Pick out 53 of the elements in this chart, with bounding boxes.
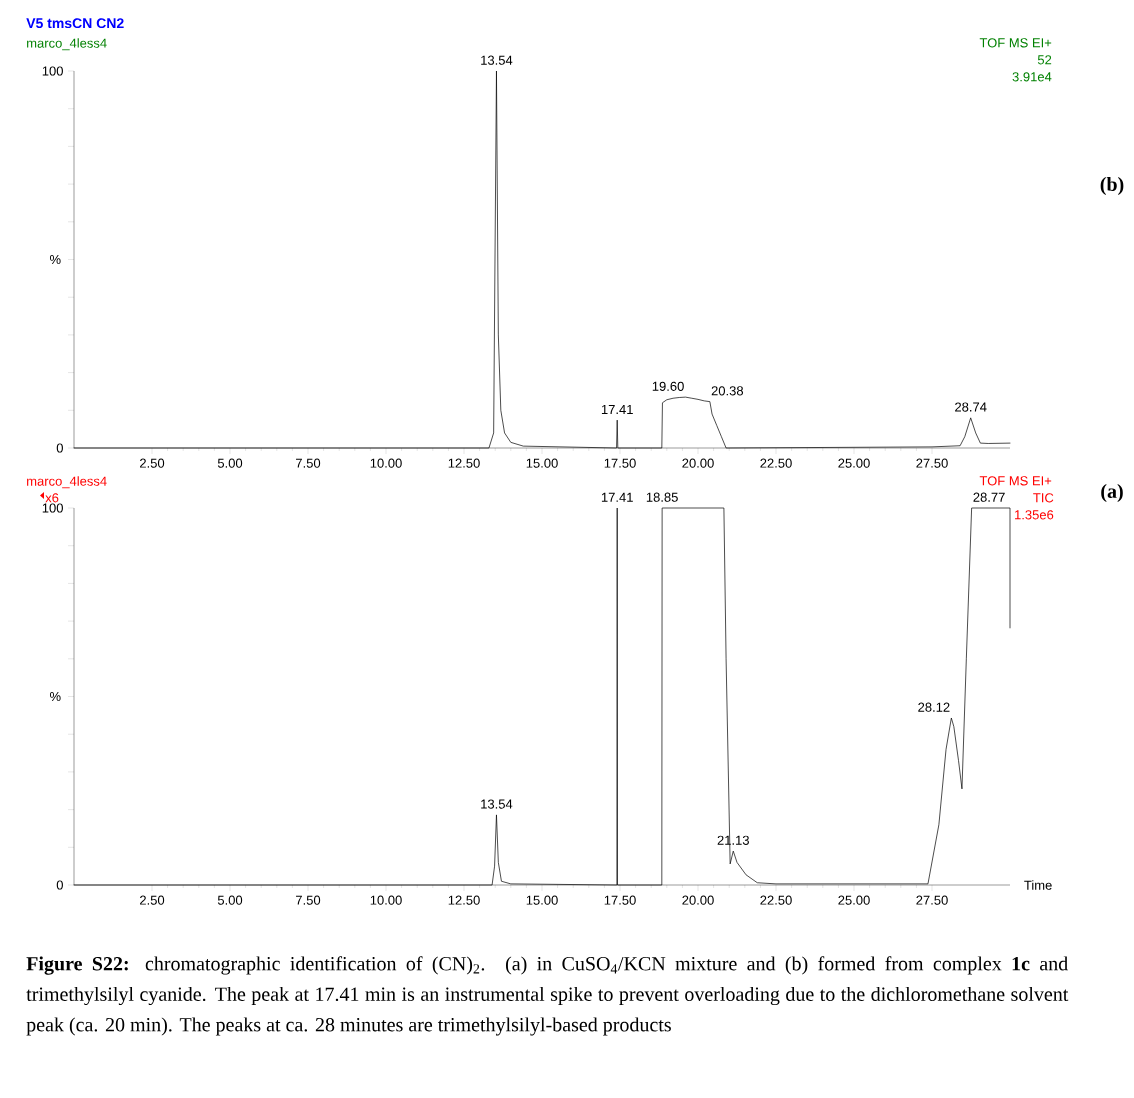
annotation: 18.85 (646, 492, 678, 502)
annotation: 13.54 (481, 799, 513, 809)
chart-subtitle: marco_4less4 (27, 476, 107, 489)
text: (b) (1100, 176, 1124, 196)
x-tick-label: 25.00 (838, 895, 870, 905)
annotation: 28.77 (973, 492, 1005, 502)
x-tick-label: 7.50 (296, 895, 321, 905)
y-tick-label: 100 (42, 66, 63, 76)
x-tick-label: 22.50 (760, 458, 792, 468)
x-tick-label: 27.50 (916, 895, 948, 905)
x-tick-label: 25.00 (838, 458, 870, 468)
y-tick-label: 0 (56, 443, 63, 453)
x-tick-label: 27.50 (916, 458, 948, 468)
text: TIC (1033, 493, 1054, 503)
text: x6 (45, 493, 59, 503)
annotation: 17.41 (601, 404, 633, 414)
y-tick-label: 100 (42, 503, 63, 513)
x-tick-label: 20.00 (682, 458, 714, 468)
x-tick-label: 17.50 (604, 895, 636, 905)
text: Figure S22: chromatographic identification of (CN)$_{2}$. (a) in CuSO$_{4}$/KCN mixture and (b) formed from complex 1c and trimethylsilyl cyanide. The peak at 17.41 min is an instrumental spike to prevent overloading due to the dichloromethane solvent peak (ca. 20 min). The peaks at ca. 28 minutes are trimethylsilyl-based products (26, 956, 1069, 1036)
chart-subtitle: marco_4less4 (27, 38, 107, 51)
x-tick-label: 5.00 (217, 895, 243, 905)
x-tick-label: 22.50 (760, 895, 792, 905)
text: 1.35e6 (1015, 510, 1054, 520)
y-axis-title: % (49, 254, 61, 265)
y-tick-label: 0 (56, 880, 63, 890)
y-axis-title: % (49, 691, 61, 702)
x-tick-label: 2.50 (140, 458, 165, 468)
x-tick-label: 5.00 (217, 458, 243, 468)
annotation: 17.41 (601, 492, 633, 502)
text: (a) (1101, 483, 1123, 503)
text: TOF MS EI+ (979, 476, 1052, 486)
x-tick-label: 15.00 (526, 458, 558, 468)
x-tick-label: 10.00 (370, 458, 402, 468)
x-axis-title: Time (1024, 880, 1052, 890)
annotation: 28.74 (955, 402, 987, 412)
x-tick-label: 10.00 (370, 895, 402, 905)
annotation: 13.54 (481, 55, 513, 65)
text: 52 (1037, 55, 1052, 65)
x-tick-label: 2.50 (140, 895, 165, 905)
text: TOF MS EI+ (979, 38, 1052, 48)
x-tick-label: 12.50 (448, 895, 480, 905)
annotation: 20.38 (711, 386, 744, 396)
x-tick-label: 7.50 (296, 458, 321, 468)
x-tick-label: 17.50 (604, 458, 636, 468)
annotation: 21.13 (717, 835, 749, 845)
x-tick-label: 20.00 (682, 895, 714, 905)
annotation: 19.60 (652, 381, 684, 391)
x-tick-label: 15.00 (526, 895, 558, 905)
annotation: 28.12 (918, 702, 950, 712)
text: 3.91e4 (1012, 72, 1052, 82)
x-tick-label: 12.50 (448, 458, 480, 468)
chart-title: V5 tmsCN CN2 (26, 18, 124, 29)
